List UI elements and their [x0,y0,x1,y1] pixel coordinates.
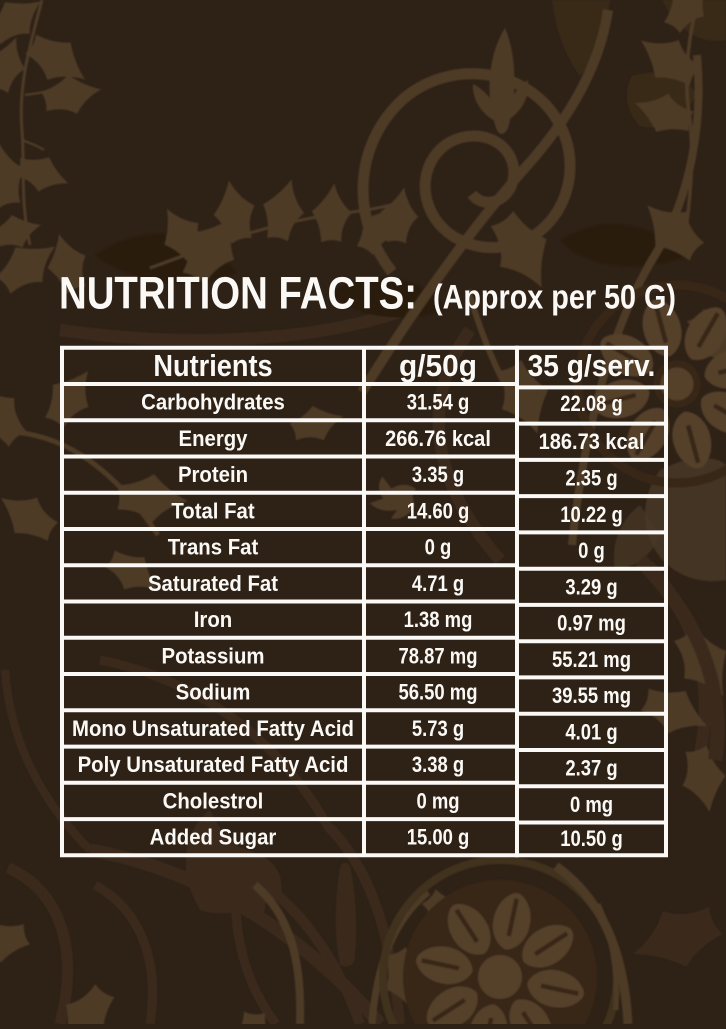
svg-text:NUTRITION FACTS:: NUTRITION FACTS: [59,268,417,319]
svg-text:3.35 g: 3.35 g [412,462,464,487]
svg-text:55.21 mg: 55.21 mg [552,647,631,672]
svg-text:0 mg: 0 mg [570,792,613,817]
svg-text:0 g: 0 g [425,535,452,560]
svg-text:Nutrients: Nutrients [153,348,272,383]
svg-text:Carbohydrates: Carbohydrates [141,390,285,415]
svg-text:4.71 g: 4.71 g [412,571,464,596]
svg-text:39.55 mg: 39.55 mg [552,683,631,708]
svg-text:2.37 g: 2.37 g [565,756,617,781]
svg-text:35 g/serv.: 35 g/serv. [528,348,656,383]
svg-text:3.38 g: 3.38 g [412,752,464,777]
svg-text:15.00 g: 15.00 g [407,825,470,850]
svg-text:10.50 g: 10.50 g [560,826,623,851]
svg-text:1.38 mg: 1.38 mg [404,607,473,632]
svg-text:Saturated Fat: Saturated Fat [148,571,279,596]
svg-text:Potassium: Potassium [162,643,265,668]
svg-text:Iron: Iron [194,607,233,632]
svg-text:Cholestrol: Cholestrol [163,788,264,813]
svg-text:0 g: 0 g [578,538,605,563]
svg-text:Total Fat: Total Fat [171,498,255,523]
svg-text:186.73 kcal: 186.73 kcal [539,429,645,454]
svg-text:78.87 mg: 78.87 mg [399,643,478,668]
svg-text:Mono Unsaturated Fatty Acid: Mono Unsaturated Fatty Acid [72,716,354,741]
svg-text:10.22 g: 10.22 g [560,502,623,527]
svg-text:Added Sugar: Added Sugar [150,825,277,850]
svg-text:Trans Fat: Trans Fat [168,535,259,560]
svg-text:56.50 mg: 56.50 mg [399,680,478,705]
svg-text:266.76 kcal: 266.76 kcal [385,426,491,451]
svg-text:3.29 g: 3.29 g [565,574,617,599]
svg-text:14.60 g: 14.60 g [407,498,470,523]
svg-text:(Approx per 50 G): (Approx per 50 G) [433,279,676,317]
svg-text:Protein: Protein [178,462,248,487]
svg-text:Poly Unsaturated Fatty Acid: Poly Unsaturated Fatty Acid [78,752,349,777]
svg-text:0.97 mg: 0.97 mg [557,611,626,636]
svg-text:2.35 g: 2.35 g [565,466,617,491]
svg-text:22.08 g: 22.08 g [560,391,623,416]
svg-text:Energy: Energy [179,426,248,451]
svg-text:4.01 g: 4.01 g [565,719,617,744]
svg-text:5.73 g: 5.73 g [412,716,464,741]
svg-text:Sodium: Sodium [176,680,251,705]
svg-text:g/50g: g/50g [399,348,477,383]
svg-text:0 mg: 0 mg [416,788,459,813]
svg-text:31.54 g: 31.54 g [407,390,470,415]
